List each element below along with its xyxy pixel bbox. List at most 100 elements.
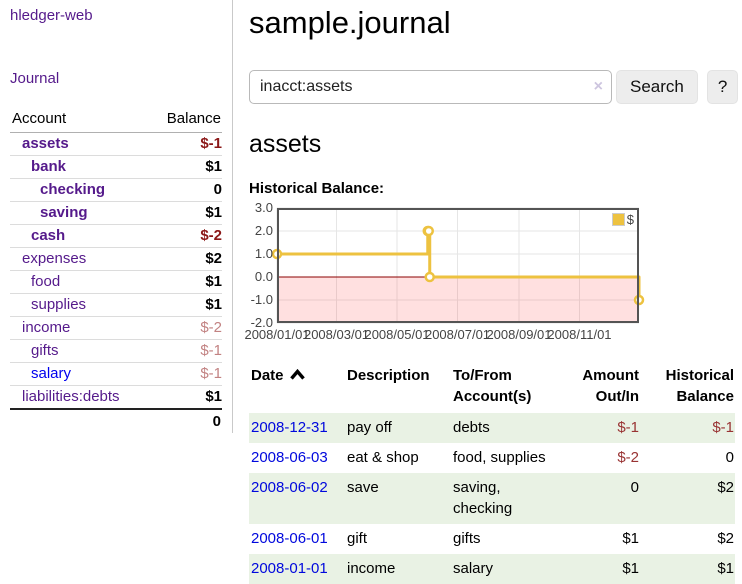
transaction-date-link[interactable]: 2008-06-03 xyxy=(251,449,328,466)
register-balance-cell: 0 xyxy=(725,449,734,466)
clear-search-icon[interactable]: × xyxy=(593,78,603,95)
register-accounts-cell: saving, checking xyxy=(453,479,513,517)
account-row: assets $-1 xyxy=(10,132,222,156)
register-balance-cell: $-1 xyxy=(712,419,734,436)
app-brand: hledger-web xyxy=(10,8,222,24)
transaction-date-link[interactable]: 2008-01-01 xyxy=(251,560,328,577)
x-tick-label: 2008/01/01 xyxy=(244,327,310,342)
register-amount-cell: 0 xyxy=(630,479,639,496)
register-balance-cell: $2 xyxy=(717,530,734,547)
search-help-button[interactable]: ? xyxy=(706,70,739,104)
register-header-amount: Amount Out/In xyxy=(582,367,639,405)
register-row: 2008-06-01 gift gifts $1 $2 xyxy=(249,524,735,554)
search-input[interactable] xyxy=(249,70,612,104)
account-cell: food xyxy=(10,270,150,294)
register-description-cell: gift xyxy=(347,530,368,547)
account-cell: salary xyxy=(10,362,150,386)
account-balance: $-2 xyxy=(149,316,222,340)
account-row: bank $1 xyxy=(10,155,222,179)
x-tick-label: 2008/07/01 xyxy=(424,327,491,342)
register-header-accounts: To/From Account(s) xyxy=(453,367,532,405)
register-date-cell: 2008-06-01 xyxy=(249,524,345,554)
register-description-cell: income xyxy=(347,560,396,577)
account-link-supplies[interactable]: supplies xyxy=(31,296,87,313)
account-balance: $1 xyxy=(149,201,222,225)
register-header-row: Date Description To/From Account(s) Amou… xyxy=(249,363,735,413)
register-row: 2008-06-02 save saving, checking 0 $2 xyxy=(249,473,735,524)
data-point-marker xyxy=(423,225,434,237)
account-row: expenses $2 xyxy=(10,247,222,271)
account-link-saving[interactable]: saving xyxy=(40,204,88,221)
account-cell: cash xyxy=(10,224,150,248)
main-content: sample.journal × Search ? assets Histori… xyxy=(233,0,742,584)
chart-legend: $ xyxy=(609,211,636,228)
account-link-expenses[interactable]: expenses xyxy=(22,250,87,267)
y-tick-label: 0.0 xyxy=(254,269,273,284)
page-title: sample.journal xyxy=(249,5,451,40)
x-tick-label: 2008/05/01 xyxy=(364,327,430,342)
account-balance: $-1 xyxy=(149,362,222,386)
search-button[interactable]: Search xyxy=(616,70,698,104)
accounts-total-spacer xyxy=(10,408,150,433)
sidebar-nav: Journal xyxy=(10,70,222,87)
app-brand-link[interactable]: hledger-web xyxy=(10,7,93,24)
account-cell: supplies xyxy=(10,293,150,317)
account-cell: liabilities:debts xyxy=(10,385,150,410)
legend-series-swatch xyxy=(611,213,625,226)
register-date-cell: 2008-01-01 xyxy=(249,554,345,584)
register-date-cell: 2008-12-31 xyxy=(249,413,345,443)
account-link-salary[interactable]: salary xyxy=(31,365,72,382)
account-cell: bank xyxy=(10,155,150,179)
transaction-date-link[interactable]: 2008-06-01 xyxy=(251,530,328,547)
account-cell: gifts xyxy=(10,339,150,363)
register-header-date[interactable]: Date xyxy=(249,363,345,413)
accounts-header-account: Account xyxy=(10,106,150,133)
account-balance: $1 xyxy=(149,385,222,410)
account-link-assets[interactable]: assets xyxy=(22,135,69,152)
transaction-date-link[interactable]: 2008-06-02 xyxy=(251,479,328,496)
sidebar: hledger-web Journal Account Balance asse… xyxy=(0,0,233,433)
y-tick-label: -1.0 xyxy=(250,292,273,307)
register-date-cell: 2008-06-02 xyxy=(249,473,345,524)
account-link-bank[interactable]: bank xyxy=(31,158,67,175)
account-link-liabilities-debts[interactable]: liabilities:debts xyxy=(22,388,120,405)
register-description-cell: pay off xyxy=(347,419,392,436)
account-link-food[interactable]: food xyxy=(31,273,61,290)
register-accounts-cell: salary xyxy=(453,560,494,577)
account-link-checking[interactable]: checking xyxy=(40,181,106,198)
account-link-gifts[interactable]: gifts xyxy=(31,342,59,359)
account-balance: 0 xyxy=(149,178,222,202)
nav-journal-link[interactable]: Journal xyxy=(10,70,60,87)
register-header-balance: Historical Balance xyxy=(665,367,734,405)
account-balance: $1 xyxy=(149,293,222,317)
negative-region xyxy=(277,277,639,323)
account-balance: $-2 xyxy=(149,224,222,248)
register-description-cell: eat & shop xyxy=(347,449,419,466)
account-link-cash[interactable]: cash xyxy=(31,227,66,244)
historical-balance-chart: $ 3.0 2.0 1.0 0.0 -1.0 -2.0 2008/01/01 2008/03… xyxy=(244,200,738,346)
register-balance-cell: $2 xyxy=(717,479,734,496)
sort-ascending-icon xyxy=(289,369,305,380)
register-description-cell: save xyxy=(347,479,379,496)
account-link-income[interactable]: income xyxy=(22,319,71,336)
register-amount-cell: $1 xyxy=(622,530,639,547)
account-title: assets xyxy=(249,130,322,158)
legend-series-label: $ xyxy=(626,212,634,227)
y-tick-label: -2.0 xyxy=(250,315,273,330)
register-accounts-cell: debts xyxy=(453,419,490,436)
account-row: food $1 xyxy=(10,270,222,294)
accounts-header-balance: Balance xyxy=(149,106,222,133)
account-row: salary $-1 xyxy=(10,362,222,386)
account-row: gifts $-1 xyxy=(10,339,222,363)
transaction-date-link[interactable]: 2008-12-31 xyxy=(251,419,328,436)
register-row: 2008-01-01 income salary $1 $1 xyxy=(249,554,735,584)
accounts-total-row: 0 xyxy=(10,408,222,433)
register-row: 2008-06-03 eat & shop food, supplies $-2 0 xyxy=(249,443,735,473)
account-row: income $-2 xyxy=(10,316,222,340)
search-box: × xyxy=(249,70,612,104)
register-date-cell: 2008-06-03 xyxy=(249,443,345,473)
account-cell: checking xyxy=(10,178,150,202)
y-tick-label: 3.0 xyxy=(254,200,273,215)
search-row: × Search ? xyxy=(249,70,739,104)
